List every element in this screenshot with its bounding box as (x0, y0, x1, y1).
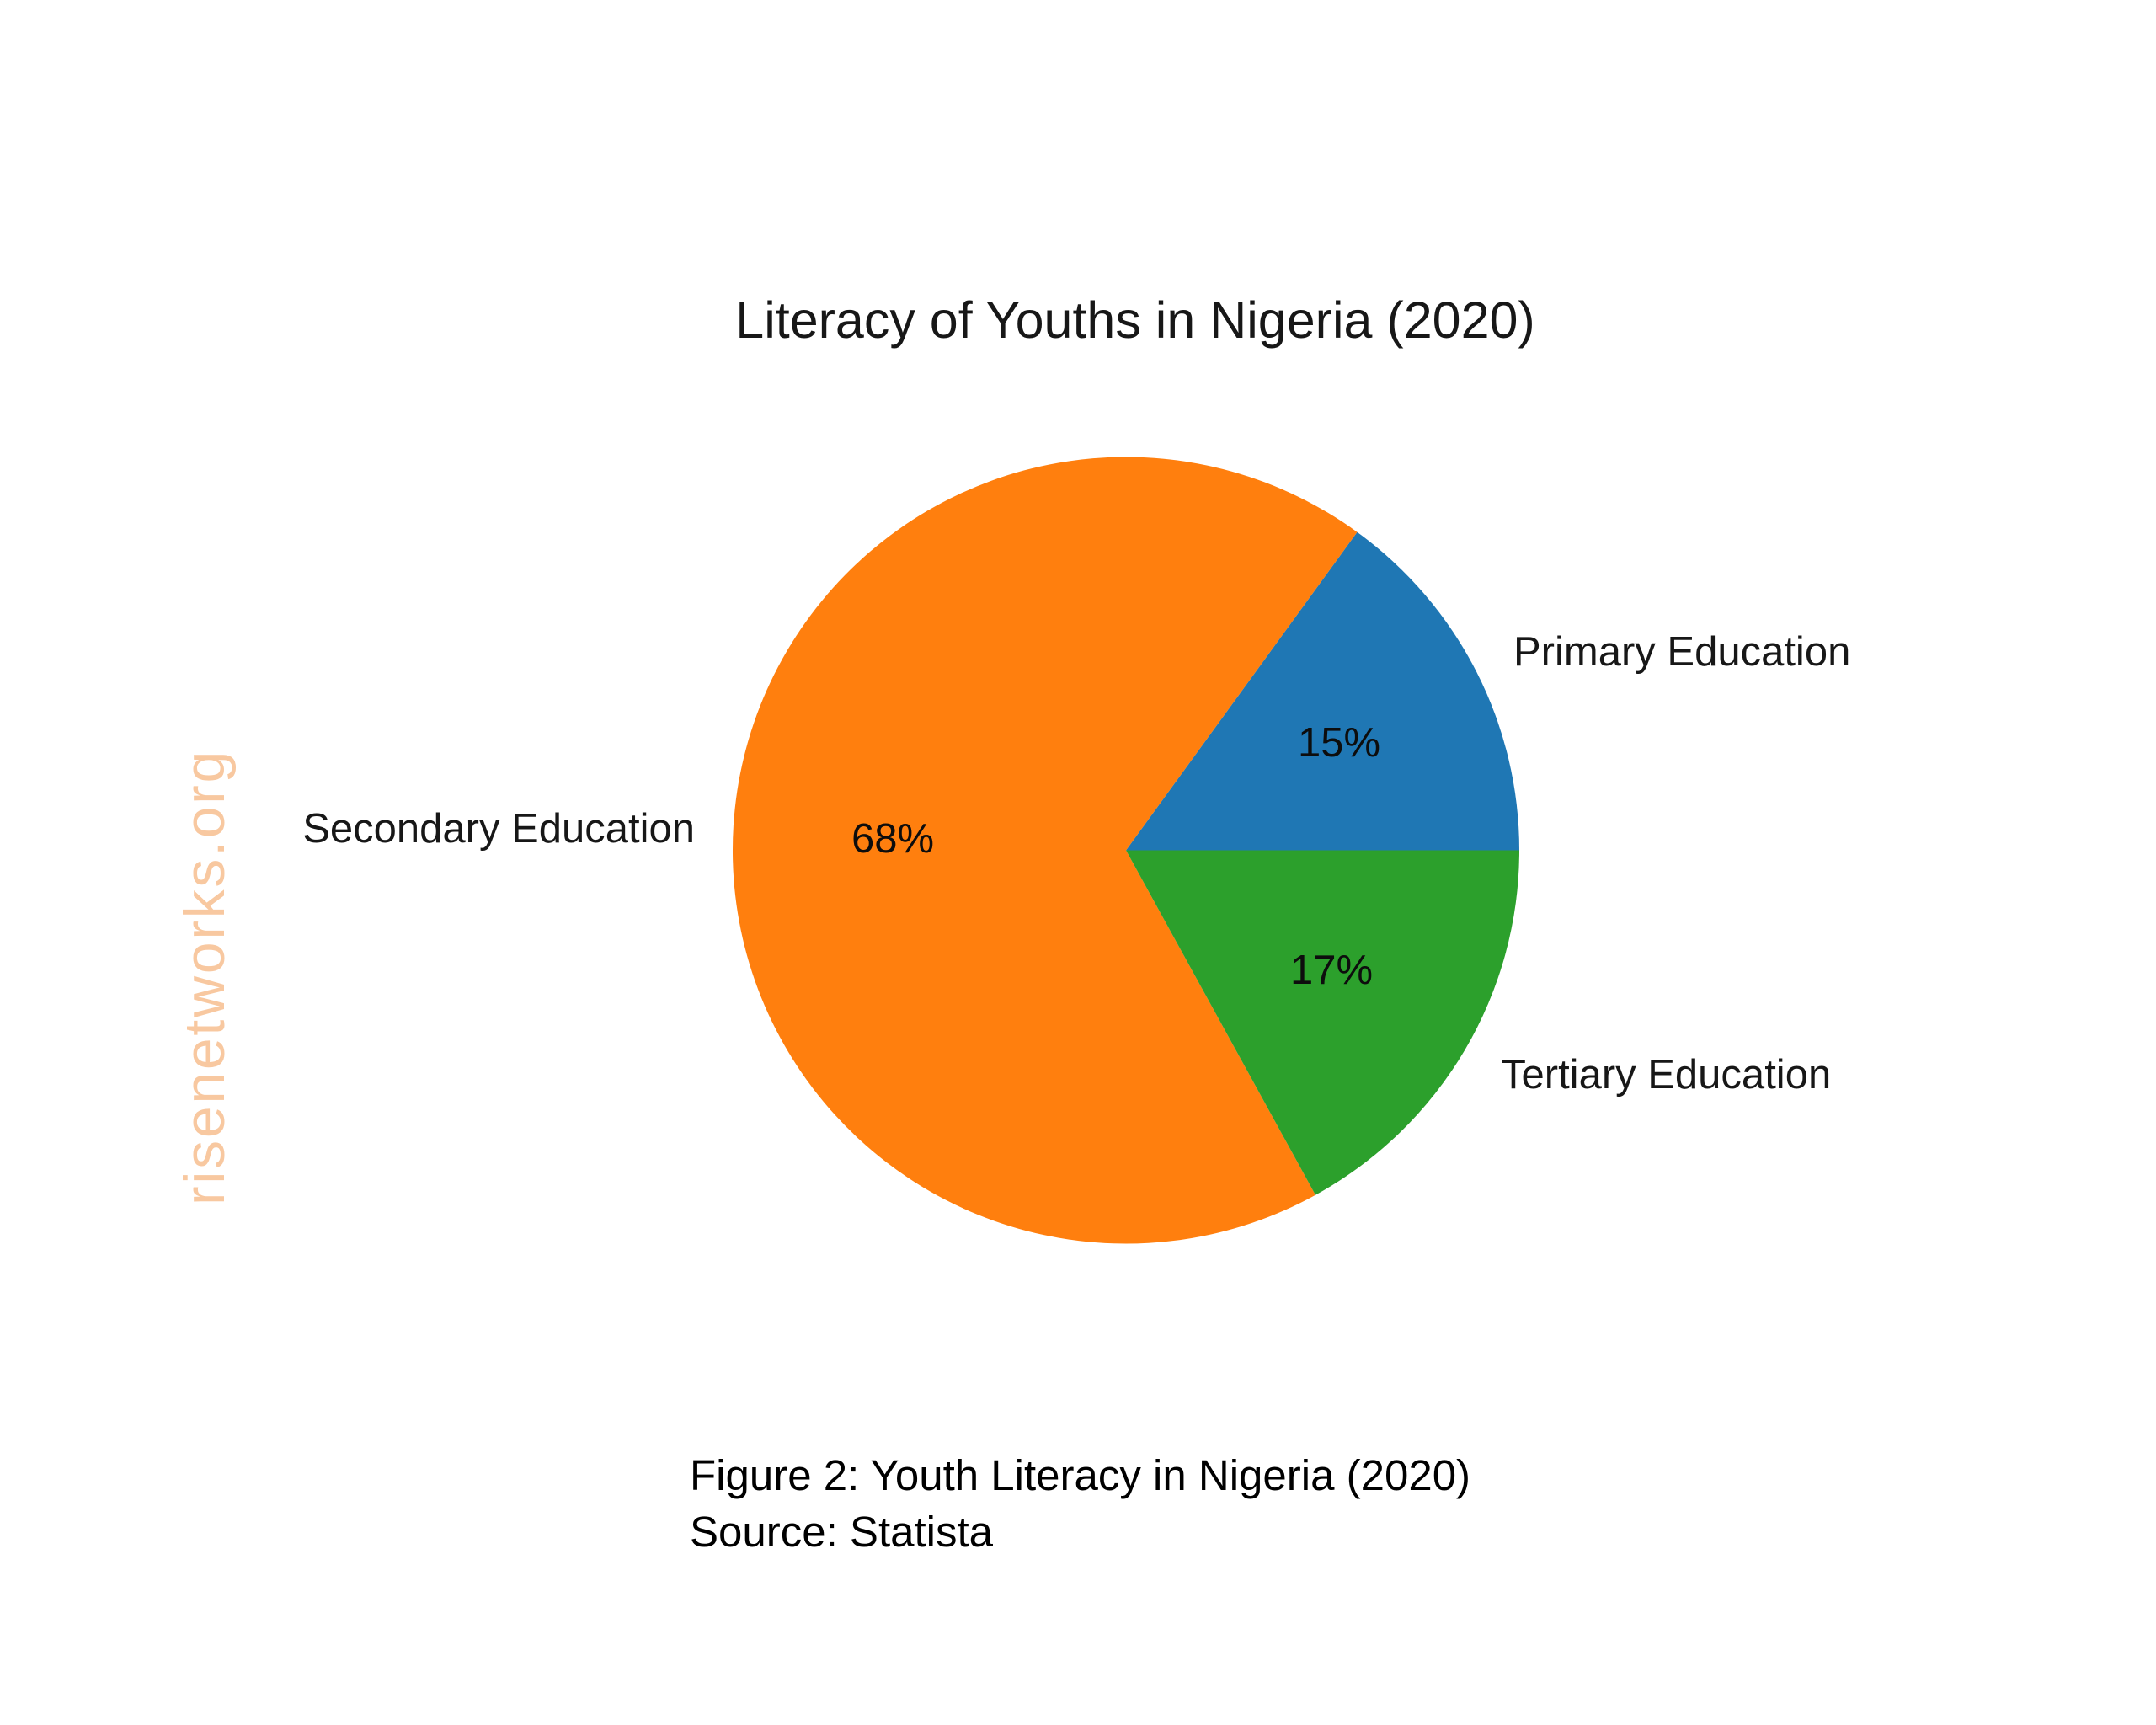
svg-text:17%: 17% (1290, 948, 1373, 993)
svg-text:Source: Statista: Source: Statista (690, 1508, 994, 1556)
svg-text:Secondary Education: Secondary Education (302, 806, 695, 852)
svg-text:risenetworks.org: risenetworks.org (173, 749, 237, 1205)
svg-text:Literacy of Youths in Nigeria: Literacy of Youths in Nigeria (2020) (735, 291, 1534, 349)
svg-text:Figure 2: Youth Literacy in Ni: Figure 2: Youth Literacy in Nigeria (202… (690, 1451, 1470, 1499)
svg-text:15%: 15% (1298, 720, 1380, 766)
svg-text:68%: 68% (851, 816, 934, 862)
svg-text:Primary Education: Primary Education (1513, 629, 1850, 675)
svg-text:Tertiary Education: Tertiary Education (1501, 1052, 1831, 1097)
